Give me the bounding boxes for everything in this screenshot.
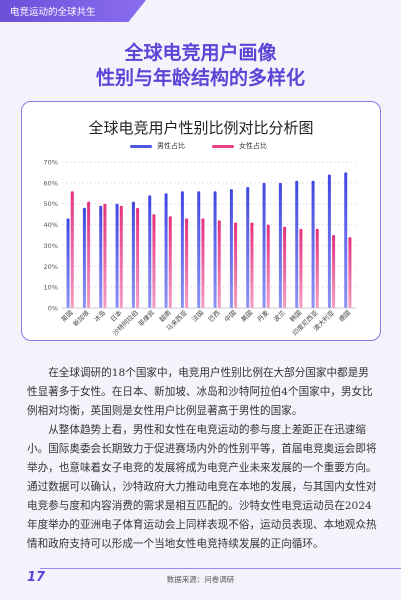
y-tick-label: 0% [48,305,58,313]
bar-male [131,201,135,308]
bar-female [70,191,74,308]
bar-male [246,187,250,308]
bar-female [348,237,352,308]
bar-male [213,191,217,308]
x-tick-label: 新加坡 [71,308,92,329]
legend-male: 男性占比 [130,141,185,151]
paragraph-2: 从整体趋势上看，男性和女性在电竞运动的参与度上差距正在迅速缩小。国际奥委会长期致… [27,424,377,550]
bar-male [115,203,119,308]
bar-male [180,191,184,308]
y-tick-label: 50% [44,200,58,208]
x-tick-label: 丹麦 [255,308,271,324]
bar-male [295,180,299,308]
bar-male [311,180,315,308]
section-tab: 电竞运动的全球共生 [0,0,146,22]
x-tick-label: 菲律宾 [136,308,157,329]
bar-male [344,172,348,308]
bar-female [87,201,91,308]
x-tick-label: 美国 [239,308,255,324]
bar-female [152,214,156,308]
bar-female [136,207,140,308]
legend-male-label: 男性占比 [157,142,185,150]
legend-female-swatch [212,144,234,148]
bar-male [229,189,233,308]
bar-female [250,222,254,308]
bar-female [299,228,303,308]
bar-female [201,218,205,308]
y-tick-label: 10% [44,284,58,292]
x-tick-label: 巴西 [207,308,222,323]
y-tick-label: 70% [44,159,58,167]
bar-male [278,182,282,308]
bar-male [197,191,201,308]
x-tick-label: 波兰 [271,308,287,324]
footer-divider [40,568,401,569]
bar-male [66,218,70,308]
bar-male [327,174,331,308]
y-tick-label: 20% [44,263,58,271]
x-tick-label: 德国 [337,308,353,324]
y-tick-label: 60% [44,179,58,187]
paragraph-1: 在全球调研的18个国家中，电竞用户性别比例在大部分国家中都是男性显著多于女性。在… [27,367,373,417]
bar-female [266,224,270,308]
bar-female [168,216,172,308]
page-number: 17 [27,570,46,585]
bar-female [185,218,189,308]
section-tab-label: 电竞运动的全球共生 [10,7,96,18]
legend-female-label: 女性占比 [239,142,267,150]
bar-male [99,205,103,308]
bar-male [164,193,168,308]
bar-female [315,228,319,308]
bar-male [82,207,86,308]
body-text: 在全球调研的18个国家中，电竞用户性别比例在大部分国家中都是男性显著多于女性。在… [27,364,377,554]
chart-card: 全球电竞用户性别比例对比分析图 男性占比 女性占比 0% 10% 20% 30% 40%… [21,101,381,341]
x-tick-label: 法国 [190,308,206,324]
legend-male-swatch [130,144,152,148]
y-tick-label: 40% [44,221,58,229]
bar-female [332,235,336,308]
page-title: 全球电竞用户画像 [124,42,277,64]
bar-female [217,220,221,308]
bar-male [148,195,152,308]
page-subtitle: 性别与年龄结构的多样化 [95,67,305,89]
x-tick-label: 冰岛 [92,308,108,324]
legend-female: 女性占比 [212,141,267,151]
data-source: 数据来源：问卷调研 [166,575,235,584]
bar-female [103,203,107,308]
chart-title: 全球电竞用户性别比例对比分析图 [88,119,314,137]
bar-female [119,205,123,308]
bar-female [283,226,287,308]
bar-male [262,182,266,308]
y-tick-label: 30% [44,242,58,250]
x-tick-label: 中国 [222,308,238,324]
bar-female [234,222,238,308]
